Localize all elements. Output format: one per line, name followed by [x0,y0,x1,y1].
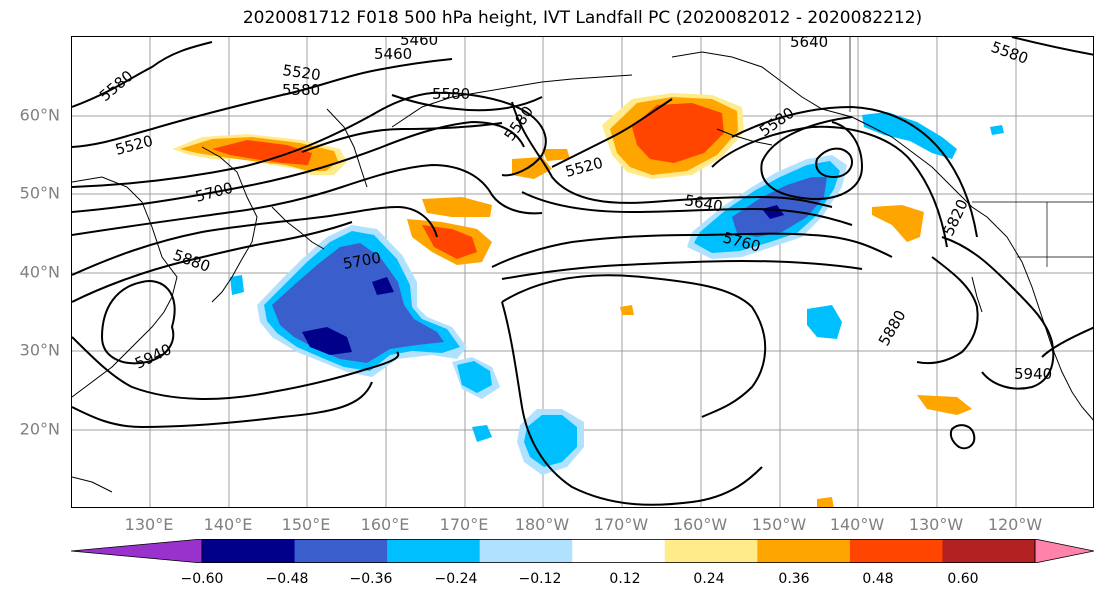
lon-label-130w: 130°W [908,515,964,534]
contour-label: 5640 [683,191,724,215]
lon-label-160w: 160°W [672,515,728,534]
contour-label: 5460 [374,45,412,63]
colorbar-tick: −0.60 [180,571,224,587]
colorbar-tick: 0.60 [947,571,979,587]
contour-label: 5880 [171,246,213,276]
map-title: 2020081712 F018 500 hPa height, IVT Land… [242,8,923,28]
lat-label-60n: 60°N [19,105,60,125]
colorbar-segment [294,539,388,563]
colorbar-segment [849,539,943,563]
lon-label-160e: 160°E [360,515,410,534]
lon-label-120w: 120°W [987,515,1043,534]
lon-label-150e: 150°E [281,515,331,534]
colorbar-extend-high [1034,539,1094,563]
map-panel: 5460 5520 5580 5580 5580 5520 5700 5880 … [71,36,1094,508]
lon-label-140e: 140°E [203,515,253,534]
lat-label-20n: 20°N [19,419,60,439]
colorbar-segments [71,539,1094,563]
colorbar-tick: 0.36 [778,571,810,587]
colorbar [71,539,1094,563]
contour-label: 5640 [790,37,828,51]
colorbar-extend-low [71,539,203,563]
contour-label: 5520 [281,61,321,84]
height-contours [72,37,1093,506]
lon-label-150w: 150°W [751,515,807,534]
contour-label: 5580 [989,38,1031,68]
contour-label: 5940 [132,340,174,372]
colorbar-segment [202,539,296,563]
colorbar-tick: 0.12 [609,571,641,587]
colorbar-segment [664,539,758,563]
positive-ivt-shading [172,93,972,507]
lon-label-170w: 170°W [593,515,649,534]
contour-label: 5580 [96,67,137,105]
colorbar-tick: −0.36 [349,571,393,587]
colorbar-tick: −0.48 [265,571,309,587]
contour-label: 5460 [400,37,438,49]
lon-label-180w: 180°W [514,515,570,534]
colorbar-tick: 0.48 [862,571,894,587]
lon-label-140w: 140°W [829,515,885,534]
colorbar-segment [479,539,573,563]
contour-label: 5940 [1014,365,1052,383]
colorbar-tick: −0.24 [434,571,478,587]
colorbar-tick: 0.24 [693,571,725,587]
map-canvas: 5460 5520 5580 5580 5580 5520 5700 5880 … [72,37,1093,507]
contour-label: 5580 [432,85,470,103]
negative-ivt-shading [230,112,1004,475]
political-borders [849,37,1093,267]
lat-label-30n: 30°N [19,340,60,360]
contour-label: 5880 [875,307,910,349]
contour-label: 5820 [939,196,971,238]
lat-label-40n: 40°N [19,262,60,282]
contour-label: 5580 [282,81,320,99]
colorbar-frame [201,539,1036,563]
colorbar-segment [757,539,851,563]
contour-labels: 5460 5520 5580 5580 5580 5520 5700 5880 … [96,37,1052,383]
lon-label-130e: 130°E [124,515,174,534]
colorbar-segment [387,539,481,563]
lat-label-50n: 50°N [19,183,60,203]
contour-label: 5520 [113,132,155,159]
colorbar-segment [942,539,1036,563]
colorbar-tick: −0.12 [518,571,562,587]
colorbar-segment [572,539,666,563]
lon-label-170e: 170°E [439,515,489,534]
